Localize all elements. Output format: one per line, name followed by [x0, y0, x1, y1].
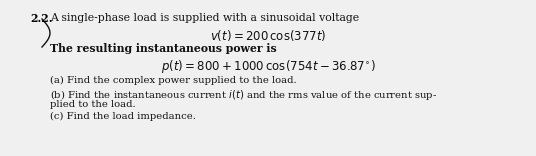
- Text: $v(t) = 200\,\mathrm{cos}(377t)$: $v(t) = 200\,\mathrm{cos}(377t)$: [210, 28, 326, 43]
- Text: (c) Find the load impedance.: (c) Find the load impedance.: [50, 112, 196, 121]
- Text: A single-phase load is supplied with a sinusoidal voltage: A single-phase load is supplied with a s…: [50, 13, 359, 23]
- Text: The resulting instantaneous power is: The resulting instantaneous power is: [50, 43, 277, 54]
- Text: 2.2.: 2.2.: [30, 13, 53, 24]
- Text: (a) Find the complex power supplied to the load.: (a) Find the complex power supplied to t…: [50, 76, 296, 85]
- Text: $p(t) = 800 + 1000\,\mathrm{cos}(754t - 36.87^{\circ})$: $p(t) = 800 + 1000\,\mathrm{cos}(754t - …: [161, 58, 375, 75]
- Text: (b) Find the instantaneous current $i(t)$ and the rms value of the current sup-: (b) Find the instantaneous current $i(t)…: [50, 88, 437, 102]
- Text: plied to the load.: plied to the load.: [50, 100, 136, 109]
